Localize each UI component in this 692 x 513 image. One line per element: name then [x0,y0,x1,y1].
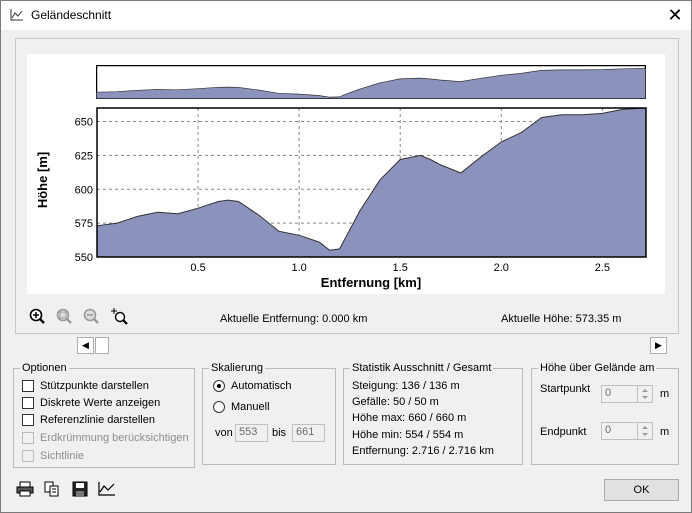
start-field[interactable]: 0 [601,385,638,403]
y-axis-label: Höhe [m] [35,152,50,208]
x-tick-label: 1.5 [393,262,408,274]
options-legend: Optionen [20,362,69,374]
statistics-group: Statistik Ausschnitt / Gesamt Steigung: … [343,362,523,465]
y-tick-label: 600 [75,184,93,196]
x-tick-label: 2.0 [494,262,509,274]
profile-chart[interactable]: 550 575 600 625 650 0.5 1.0 1.5 2.0 2.5 Entfernu… [27,100,657,295]
scaling-group: Skalierung Automatisch Manuell von 553 b… [202,362,336,465]
radio-automatic[interactable]: Automatisch [213,380,292,392]
radio-manual[interactable]: Manuell [213,401,270,413]
ok-button[interactable]: OK [604,479,679,501]
stat-steigung: Steigung: 136 / 136 m [352,380,460,392]
to-field[interactable]: 661 [292,424,325,442]
zoom-reset-icon[interactable] [110,307,128,325]
checkbox-referenzlinie[interactable]: Referenzlinie darstellen [22,413,155,427]
title-bar: Geländeschnitt ✕ [0,0,692,30]
zoom-window-icon[interactable] [55,307,73,325]
zoom-in-icon[interactable] [28,307,46,325]
x-tick-label: 0.5 [190,262,205,274]
x-tick-label: 2.5 [595,262,610,274]
stat-entfernung: Entfernung: 2.716 / 2.716 km [352,445,494,457]
checkbox-erdkruemmung[interactable]: Erdkrümmung berücksichtigen [22,431,189,445]
print-icon[interactable] [16,481,34,497]
options-group: Optionen Stützpunkte darstellen Diskrete… [13,362,195,468]
overview-area [96,68,646,99]
current-height: Aktuelle Höhe: 573.35 m [501,313,622,325]
zoom-out-icon[interactable] [82,307,100,325]
y-tick-label: 575 [75,218,93,230]
x-axis-label: Entfernung [km] [321,275,421,290]
checkbox-sichtlinie[interactable]: Sichtlinie [22,449,84,463]
elevation-area [96,107,647,258]
copy-icon[interactable] [43,481,61,497]
end-unit: m [660,426,670,438]
stat-hoehe-max: Höhe max: 660 / 660 m [352,412,467,424]
save-icon[interactable] [71,481,89,497]
from-label: von [215,427,233,439]
stat-gefaelle: Gefälle: 50 / 50 m [352,396,439,408]
horizontal-scrollbar[interactable]: ◀ ▶ [77,337,667,354]
profile-overview[interactable] [96,65,646,99]
y-tick-label: 625 [75,150,93,162]
end-field[interactable]: 0 [601,422,638,440]
plot-frame [96,107,647,258]
checkbox-diskrete-werte[interactable]: Diskrete Werte anzeigen [22,396,160,410]
start-unit: m [660,388,670,400]
scaling-legend: Skalierung [209,362,265,374]
end-spinner[interactable] [637,422,653,440]
start-spinner[interactable] [637,385,653,403]
window-title: Geländeschnitt [31,8,112,22]
scroll-left-button[interactable]: ◀ [77,337,94,354]
chart-icon[interactable] [98,481,116,497]
scroll-right-button[interactable]: ▶ [650,337,667,354]
height-above-legend: Höhe über Gelände am [538,362,657,374]
x-tick-labels: 0.5 1.0 1.5 2.0 2.5 [190,262,610,274]
height-above-group: Höhe über Gelände am Startpunkt 0 m Endp… [531,362,679,465]
x-tick-label: 1.0 [291,262,306,274]
current-distance: Aktuelle Entfernung: 0.000 km [220,313,368,325]
start-label: Startpunkt [540,383,591,395]
scroll-thumb[interactable] [95,337,109,354]
end-label: Endpunkt [540,426,587,438]
stat-hoehe-min: Höhe min: 554 / 554 m [352,429,464,441]
to-label: bis [272,427,287,439]
statistics-legend: Statistik Ausschnitt / Gesamt [350,362,494,374]
checkbox-stuetzpunkte[interactable]: Stützpunkte darstellen [22,379,149,393]
y-tick-label: 550 [75,252,93,264]
chart-window-icon [10,9,23,21]
close-button[interactable]: ✕ [667,5,683,25]
y-tick-label: 650 [75,117,93,129]
from-field[interactable]: 553 [235,424,268,442]
y-tick-labels: 550 575 600 625 650 [75,117,93,264]
